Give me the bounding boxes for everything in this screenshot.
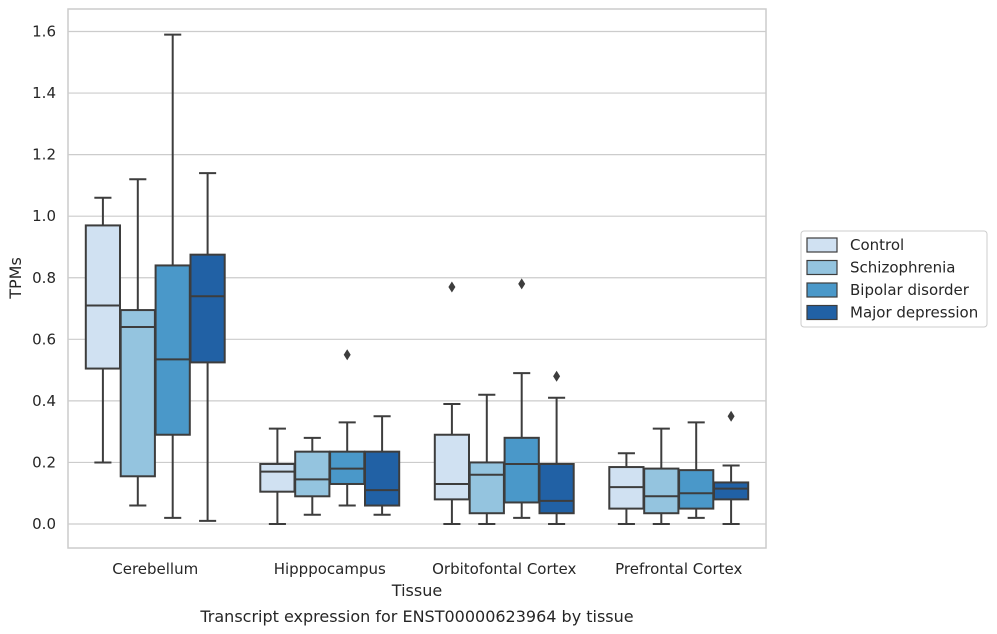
box-2-0 <box>433 281 471 525</box>
box-body <box>84 224 122 370</box>
y-tick-label: 0.8 <box>32 269 56 287</box>
y-axis-title: TPMs <box>6 257 25 300</box>
x-axis-title: Tissue <box>391 581 442 600</box>
legend: Control Schizophrenia Bipolar disorder Majo… <box>800 230 988 328</box>
box-1-3 <box>363 415 401 516</box>
box-2-2 <box>503 278 540 519</box>
y-tick-label: 1.0 <box>32 207 56 225</box>
x-tick-label: Hipppocampus <box>274 560 386 578</box>
x-tick-label: Prefrontal Cortex <box>615 560 742 578</box>
x-tick-labels: Cerebellum Hipppocampus Orbitofontal Corte… <box>112 560 742 578</box>
box-1-1 <box>294 436 331 516</box>
legend-swatch <box>806 259 838 276</box>
box-2-3 <box>538 370 575 525</box>
box-body <box>189 253 226 364</box>
x-tick-label: Cerebellum <box>112 560 198 578</box>
box-3-3 <box>712 410 750 525</box>
box-body <box>712 481 750 501</box>
box-body <box>294 450 331 498</box>
legend-swatch <box>806 237 838 253</box>
y-tick-labels: 0.0 0.2 0.4 0.6 0.8 1.0 1.2 1.4 1.6 <box>32 23 56 534</box>
y-tick-label: 1.4 <box>32 84 56 102</box>
outlier-point <box>343 349 351 361</box>
legend-frame <box>800 230 988 328</box>
box-0-3 <box>189 172 226 522</box>
y-tick-label: 0.0 <box>32 515 56 533</box>
legend-label: Control <box>850 236 904 254</box>
box-2-1 <box>468 393 505 525</box>
y-tick-label: 0.4 <box>32 392 56 410</box>
legend-label: Bipolar disorder <box>850 281 970 299</box>
box-3-1 <box>643 427 680 525</box>
box-body <box>538 462 575 515</box>
box-body <box>643 467 680 515</box>
box-0-2 <box>154 33 191 519</box>
legend-label: Schizophrenia <box>850 259 955 277</box>
box-body <box>259 462 296 493</box>
box-0-0 <box>84 196 122 464</box>
chart-caption: Transcript expression for ENST0000062396… <box>199 607 633 626</box>
y-tick-label: 1.6 <box>32 23 56 41</box>
box-body <box>468 461 505 515</box>
box-1-2 <box>329 349 366 507</box>
outlier-point <box>727 410 735 422</box>
y-tick-label: 1.2 <box>32 146 56 164</box>
box-body <box>503 436 540 504</box>
outlier-point <box>518 278 526 290</box>
y-tick-label: 0.2 <box>32 453 56 471</box>
outlier-point <box>448 281 456 293</box>
y-tick-label: 0.6 <box>32 330 56 348</box>
box-body <box>119 309 156 478</box>
box-body <box>678 469 715 510</box>
legend-label: Major depression <box>850 304 978 322</box>
box-body <box>154 264 191 436</box>
plot-frame <box>67 8 767 549</box>
box-body <box>433 433 471 501</box>
legend-swatch <box>806 304 838 321</box>
boxes <box>84 33 750 525</box>
box-1-0 <box>259 427 296 525</box>
box-body <box>363 450 401 507</box>
box-3-0 <box>608 452 645 525</box>
box-3-2 <box>678 421 715 519</box>
outlier-point <box>553 370 561 382</box>
x-tick-label: Orbitofontal Cortex <box>432 560 576 578</box>
legend-swatch <box>806 282 838 298</box>
